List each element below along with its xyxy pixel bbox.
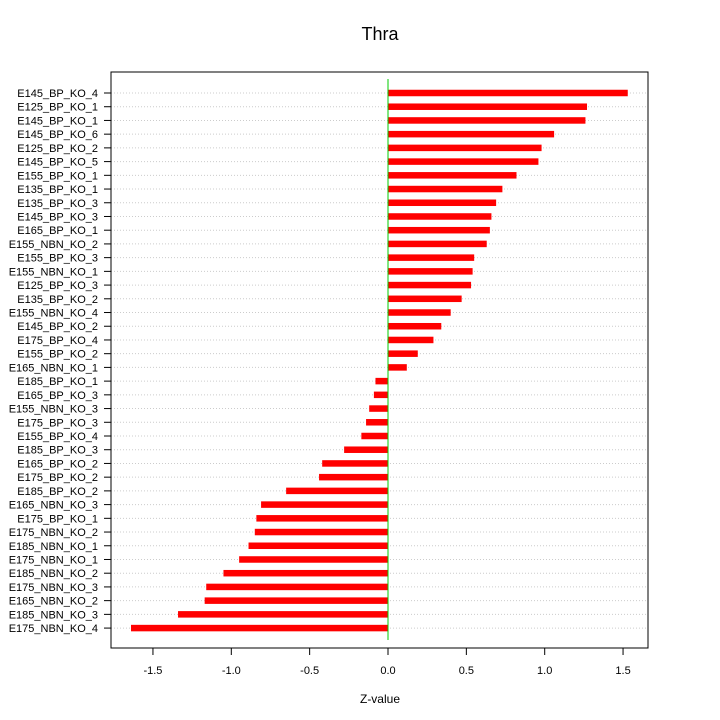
bar-E145_BP_KO_6 bbox=[388, 130, 555, 138]
chart-title: Thra bbox=[361, 24, 399, 44]
y-tick-label: E165_BP_KO_3 bbox=[17, 390, 98, 402]
bar-E175_BP_KO_3 bbox=[366, 419, 388, 426]
bar-E125_BP_KO_3 bbox=[388, 281, 472, 289]
y-tick-label: E125_BP_KO_3 bbox=[17, 280, 98, 292]
y-tick-label: E145_BP_KO_2 bbox=[17, 321, 98, 333]
bar-E135_BP_KO_3 bbox=[388, 199, 497, 207]
bar-E145_BP_KO_1 bbox=[388, 117, 586, 124]
x-tick-label: 0.5 bbox=[459, 665, 474, 677]
y-tick-label: E185_BP_KO_2 bbox=[17, 486, 98, 498]
y-tick-label: E155_BP_KO_1 bbox=[17, 170, 98, 182]
bar-E175_NBN_KO_1 bbox=[239, 556, 388, 563]
bar-E175_BP_KO_4 bbox=[388, 336, 434, 344]
x-tick-label: -1.5 bbox=[143, 665, 162, 677]
bar-E145_BP_KO_3 bbox=[388, 213, 492, 220]
plot-frame bbox=[110, 71, 649, 649]
bar-E155_BP_KO_2 bbox=[388, 350, 418, 357]
y-tick-label: E185_NBN_KO_3 bbox=[9, 609, 98, 621]
bar-E185_NBN_KO_1 bbox=[248, 542, 388, 550]
y-tick-label: E155_NBN_KO_4 bbox=[9, 308, 98, 320]
y-tick-label: E155_BP_KO_4 bbox=[17, 431, 98, 443]
y-tick-label: E155_NBN_KO_1 bbox=[9, 266, 98, 278]
y-tick-label: E145_BP_KO_5 bbox=[17, 157, 98, 169]
bar-E165_BP_KO_2 bbox=[322, 460, 388, 467]
y-tick-label: E175_NBN_KO_1 bbox=[9, 554, 98, 566]
y-tick-label: E165_BP_KO_1 bbox=[17, 225, 98, 237]
bar-E145_BP_KO_2 bbox=[388, 322, 442, 330]
y-tick-label: E165_NBN_KO_3 bbox=[9, 500, 98, 512]
bar-E155_BP_KO_4 bbox=[361, 432, 388, 440]
y-tick-label: E175_NBN_KO_3 bbox=[9, 582, 98, 594]
x-tick-label: 1.5 bbox=[615, 665, 630, 677]
y-tick-label: E185_BP_KO_1 bbox=[17, 376, 98, 388]
y-tick-label: E185_BP_KO_3 bbox=[17, 445, 98, 457]
bar-E175_NBN_KO_4 bbox=[131, 624, 388, 632]
bar-E185_BP_KO_3 bbox=[344, 446, 388, 453]
x-tick-label: -0.5 bbox=[300, 665, 319, 677]
bar-E165_NBN_KO_3 bbox=[261, 501, 388, 508]
grid-layer bbox=[111, 92, 648, 629]
bar-E175_NBN_KO_2 bbox=[254, 528, 388, 536]
y-tick-label: E165_NBN_KO_2 bbox=[9, 596, 98, 608]
x-tick-label: 1.0 bbox=[537, 665, 552, 677]
bar-E155_BP_KO_1 bbox=[388, 172, 517, 179]
bar-E165_BP_KO_1 bbox=[388, 226, 490, 234]
y-tick-label: E145_BP_KO_3 bbox=[17, 211, 98, 223]
y-tick-label: E135_BP_KO_1 bbox=[17, 184, 98, 196]
bar-E185_BP_KO_1 bbox=[375, 377, 388, 385]
bar-E145_BP_KO_4 bbox=[388, 89, 628, 97]
y-tick-label: E165_NBN_KO_1 bbox=[9, 362, 98, 374]
bar-E155_NBN_KO_3 bbox=[369, 405, 388, 412]
y-tick-label: E175_NBN_KO_4 bbox=[9, 623, 98, 635]
y-tick-label: E175_BP_KO_1 bbox=[17, 513, 98, 525]
y-tick-label: E175_BP_KO_2 bbox=[17, 472, 98, 484]
y-tick-label: E175_BP_KO_3 bbox=[17, 417, 98, 429]
y-tick-label: E185_NBN_KO_2 bbox=[9, 568, 98, 580]
x-tick-label: -1.0 bbox=[222, 665, 241, 677]
y-tick-label: E145_BP_KO_1 bbox=[17, 115, 98, 127]
y-tick-label: E175_NBN_KO_2 bbox=[9, 527, 98, 539]
y-tick-label: E165_BP_KO_2 bbox=[17, 458, 98, 470]
bar-E185_BP_KO_2 bbox=[286, 487, 388, 495]
y-tick-label: E155_BP_KO_2 bbox=[17, 349, 98, 361]
y-tick-label: E155_BP_KO_3 bbox=[17, 253, 98, 265]
y-tick-label: E135_BP_KO_2 bbox=[17, 294, 98, 306]
y-tick-label: E125_BP_KO_1 bbox=[17, 102, 98, 114]
y-tick-label: E185_NBN_KO_1 bbox=[9, 541, 98, 553]
bar-E135_BP_KO_1 bbox=[388, 185, 503, 193]
x-tick-label: 0.0 bbox=[380, 665, 395, 677]
y-tick-label: E145_BP_KO_4 bbox=[17, 88, 98, 100]
bar-E185_NBN_KO_3 bbox=[178, 611, 388, 618]
bar-layer bbox=[131, 79, 628, 640]
y-tick-label: E155_NBN_KO_2 bbox=[9, 239, 98, 251]
y-tick-label: E175_BP_KO_4 bbox=[17, 335, 98, 347]
bar-E155_NBN_KO_2 bbox=[388, 240, 487, 248]
bar-E155_NBN_KO_1 bbox=[388, 268, 473, 275]
x-axis-label: Z-value bbox=[360, 692, 400, 706]
bar-E175_NBN_KO_3 bbox=[206, 583, 388, 591]
bar-E185_NBN_KO_2 bbox=[223, 569, 388, 577]
bar-E155_NBN_KO_4 bbox=[388, 309, 451, 316]
bar-E125_BP_KO_1 bbox=[388, 103, 588, 110]
bar-E125_BP_KO_2 bbox=[388, 144, 542, 152]
bar-E175_BP_KO_2 bbox=[319, 473, 388, 481]
bar-E135_BP_KO_2 bbox=[388, 295, 462, 303]
bar-E155_BP_KO_3 bbox=[388, 254, 475, 261]
bar-E145_BP_KO_5 bbox=[388, 158, 539, 165]
y-tick-label: E135_BP_KO_3 bbox=[17, 198, 98, 210]
bar-E175_BP_KO_1 bbox=[256, 515, 388, 522]
y-tick-label: E125_BP_KO_2 bbox=[17, 143, 98, 155]
bar-E165_BP_KO_3 bbox=[373, 391, 388, 399]
y-tick-label: E145_BP_KO_6 bbox=[17, 129, 98, 141]
x-axis: -1.5 -1.0 -0.5 0.0 0.5 1.0 1.5 bbox=[143, 648, 631, 677]
bar-E165_NBN_KO_1 bbox=[388, 364, 407, 371]
y-tick-label: E155_NBN_KO_3 bbox=[9, 404, 98, 416]
bar-E165_NBN_KO_2 bbox=[204, 597, 388, 604]
